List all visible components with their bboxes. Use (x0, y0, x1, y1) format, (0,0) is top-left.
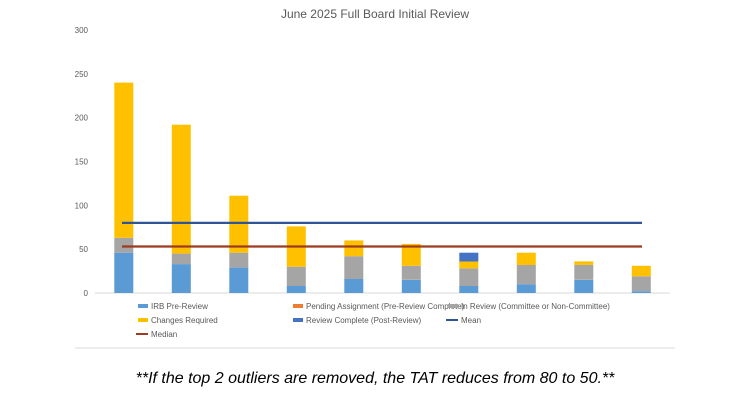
bar-irb-pre-review-4 (286, 286, 306, 293)
bar-changes-required-6 (401, 243, 421, 266)
bar-changes-required-7 (459, 261, 479, 269)
legend-swatch (293, 304, 303, 308)
bar-changes-required-8 (516, 252, 536, 265)
bar-in-review-committee-or-non-committee-1 (114, 237, 134, 253)
legend-swatch (448, 304, 458, 308)
bar-changes-required-1 (114, 82, 134, 238)
legend-label: Review Complete (Post-Review) (306, 316, 421, 325)
bar-changes-required-5 (344, 240, 364, 257)
legend-label: Median (151, 330, 177, 339)
bar-in-review-committee-or-non-committee-9 (574, 264, 594, 280)
legend-swatch (138, 318, 148, 322)
bar-in-review-committee-or-non-committee-10 (631, 276, 651, 292)
bar-in-review-committee-or-non-committee-6 (401, 265, 421, 280)
y-tick-label: 300 (75, 26, 89, 35)
bar-changes-required-3 (229, 195, 249, 253)
legend-label: Pending Assignment (Pre-Review Complete) (306, 302, 465, 311)
bar-irb-pre-review-7 (459, 286, 479, 293)
y-tick-label: 50 (79, 245, 88, 254)
bar-irb-pre-review-1 (114, 252, 134, 293)
y-tick-label: 0 (84, 289, 89, 298)
bar-in-review-committee-or-non-committee-7 (459, 268, 479, 286)
bar-irb-pre-review-9 (574, 279, 594, 293)
bar-in-review-committee-or-non-committee-8 (516, 264, 536, 285)
y-tick-label: 250 (75, 70, 89, 79)
y-tick-label: 100 (75, 201, 89, 210)
chart-title: June 2025 Full Board Initial Review (281, 7, 469, 21)
bar-in-review-committee-or-non-committee-3 (229, 252, 249, 268)
legend-label: Changes Required (151, 316, 218, 325)
legend-label: IRB Pre-Review (151, 302, 208, 311)
bar-irb-pre-review-3 (229, 267, 249, 293)
bar-in-review-committee-or-non-committee-4 (286, 266, 306, 286)
bar-irb-pre-review-8 (516, 284, 536, 293)
bar-irb-pre-review-2 (171, 264, 191, 293)
legend-label: Mean (461, 316, 481, 325)
bar-irb-pre-review-5 (344, 279, 364, 293)
y-tick-label: 150 (75, 158, 89, 167)
bar-review-complete-post-review-7 (459, 252, 479, 262)
bar-irb-pre-review-6 (401, 279, 421, 293)
bar-changes-required-2 (171, 124, 191, 254)
legend-swatch (293, 318, 303, 322)
legend-label: In Review (Committee or Non-Committee) (461, 302, 610, 311)
y-tick-label: 200 (75, 114, 89, 123)
bar-changes-required-9 (574, 261, 594, 265)
legend-swatch (138, 304, 148, 308)
footnote: **If the top 2 outliers are removed, the… (135, 370, 615, 387)
bar-irb-pre-review-10 (631, 291, 651, 293)
bar-in-review-committee-or-non-committee-2 (171, 253, 191, 265)
bar-in-review-committee-or-non-committee-5 (344, 256, 364, 279)
bar-changes-required-10 (631, 265, 651, 277)
